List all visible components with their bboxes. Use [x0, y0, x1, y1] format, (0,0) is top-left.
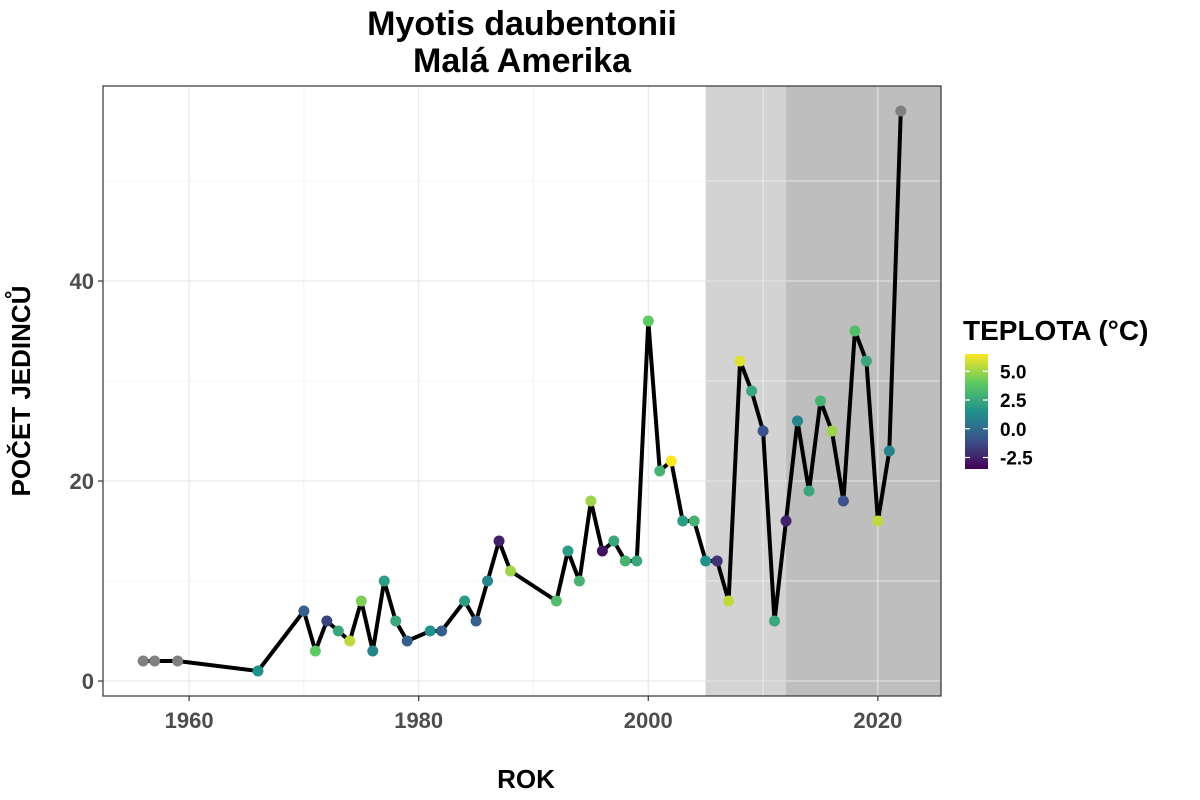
data-point	[493, 535, 505, 547]
data-point	[780, 515, 792, 527]
data-point	[149, 655, 161, 667]
legend: TEPLOTA (°C) 5.0 2.5 0.0 -2.5	[963, 315, 1148, 470]
data-point	[585, 495, 597, 507]
data-points	[137, 105, 907, 677]
data-point	[631, 555, 643, 567]
y-tick-label: 40	[70, 269, 94, 294]
data-point	[837, 495, 849, 507]
data-point	[895, 105, 907, 117]
data-point	[872, 515, 884, 527]
plot-border	[102, 85, 942, 697]
data-point	[803, 485, 815, 497]
data-point	[688, 515, 700, 527]
data-point	[172, 655, 184, 667]
data-point	[619, 555, 631, 567]
data-point	[321, 615, 333, 627]
plot-area	[102, 85, 942, 697]
data-point	[252, 665, 264, 677]
data-point	[723, 595, 735, 607]
data-point	[137, 655, 149, 667]
data-point	[367, 645, 379, 657]
data-point	[401, 635, 413, 647]
grid-lines	[103, 86, 941, 696]
data-point	[711, 555, 723, 567]
legend-tick-label: 5.0	[1000, 362, 1026, 383]
legend-colorbar	[965, 354, 988, 469]
shaded-periods	[705, 86, 941, 696]
data-point	[826, 425, 838, 437]
data-point	[355, 595, 367, 607]
data-point	[505, 565, 517, 577]
data-point	[642, 315, 654, 327]
data-point	[573, 575, 585, 587]
data-point	[849, 325, 861, 337]
x-tick-label: 1960	[165, 708, 214, 733]
x-tick-label: 1980	[394, 708, 443, 733]
data-point	[459, 595, 471, 607]
x-tick-label: 2020	[853, 708, 902, 733]
legend-tick-label: 2.5	[1000, 391, 1027, 412]
series-line	[143, 110, 903, 673]
data-point	[470, 615, 482, 627]
legend-title: TEPLOTA (°C)	[963, 315, 1148, 346]
legend-tick-label: 0.0	[1000, 420, 1026, 441]
data-point	[390, 615, 402, 627]
data-point	[550, 595, 562, 607]
data-point	[757, 425, 769, 437]
data-point	[596, 545, 608, 557]
y-tick-label: 0	[82, 669, 94, 694]
data-point	[424, 625, 436, 637]
data-point	[298, 605, 310, 617]
x-axis-ticks: 1960 1980 2000 2020	[165, 696, 902, 733]
data-point	[860, 355, 872, 367]
y-axis-ticks: 0 20 40	[70, 269, 103, 694]
chart-title: Myotis daubentonii	[367, 5, 677, 43]
data-point	[700, 555, 712, 567]
data-point	[309, 645, 321, 657]
data-point	[665, 455, 677, 467]
data-point	[482, 575, 494, 587]
legend-tick-label: -2.5	[1000, 449, 1033, 470]
shaded-period-2	[786, 86, 941, 696]
chart-subtitle: Malá Amerika	[413, 42, 632, 80]
y-axis-title: POČET JEDINCŮ	[4, 286, 36, 497]
data-point	[792, 415, 804, 427]
data-point	[332, 625, 344, 637]
data-point	[883, 445, 895, 457]
data-point	[734, 355, 746, 367]
data-point	[344, 635, 356, 647]
data-point	[677, 515, 689, 527]
data-point	[654, 465, 666, 477]
x-axis-title: ROK	[497, 764, 555, 794]
y-tick-label: 20	[70, 469, 94, 494]
data-point	[746, 385, 758, 397]
data-point	[378, 575, 390, 587]
data-point	[608, 535, 620, 547]
data-point	[562, 545, 574, 557]
data-point	[436, 625, 448, 637]
data-point	[814, 395, 826, 407]
x-tick-label: 2000	[624, 708, 673, 733]
legend-ticks: 5.0 2.5 0.0 -2.5	[965, 362, 1033, 470]
data-point	[769, 615, 781, 627]
